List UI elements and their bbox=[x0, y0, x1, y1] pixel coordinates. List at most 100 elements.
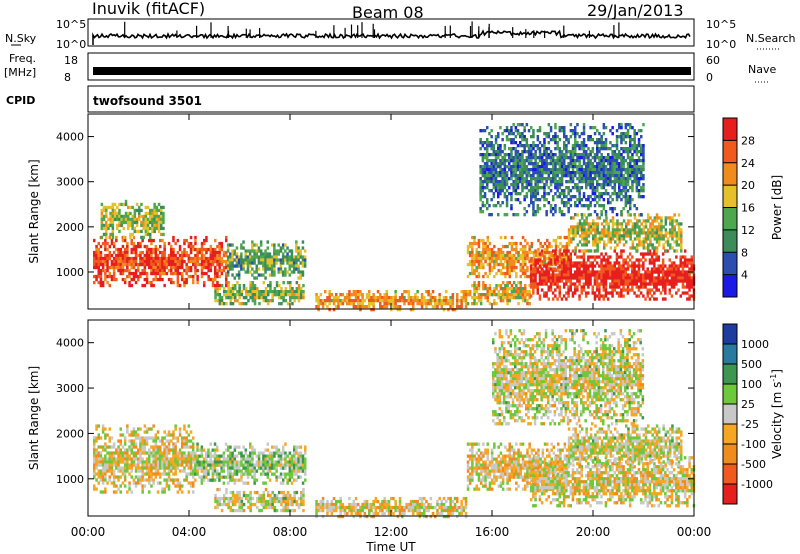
cpid-panel bbox=[87, 85, 695, 113]
colorbar-segment bbox=[723, 424, 737, 445]
colorbar-segment bbox=[723, 252, 737, 276]
velocity-y-axis-label: Slant Range [km] bbox=[27, 366, 41, 470]
y-tick-label: 3000 bbox=[56, 176, 84, 189]
velocity-echo-region bbox=[214, 487, 305, 513]
freq-panel bbox=[87, 52, 695, 81]
power-echo-region bbox=[315, 290, 468, 312]
y-tick-label: 2000 bbox=[56, 221, 84, 234]
colorbar-tick-label: 16 bbox=[741, 202, 755, 215]
freq-tick-top: 18 bbox=[64, 54, 78, 67]
colorbar-tick-label: -500 bbox=[741, 458, 766, 471]
cpid-label: CPID bbox=[6, 94, 35, 107]
y-tick-label: 1000 bbox=[56, 473, 84, 486]
y-tick-label: 3000 bbox=[56, 382, 84, 395]
velocity-echo-region bbox=[93, 424, 195, 494]
colorbar-tick-label: 8 bbox=[741, 246, 748, 259]
velocity-axes: 1000 2000 3000 4000 bbox=[56, 320, 695, 516]
time-axis-ticks: 00:00 04:00 08:00 12:00 16:00 20:00 00:00 bbox=[71, 525, 712, 539]
colorbar-segment bbox=[723, 274, 737, 298]
power-echo-region bbox=[100, 199, 165, 240]
nsearch-label: N.Search bbox=[746, 32, 796, 45]
freq-label: Freq. bbox=[9, 52, 36, 65]
colorbar-tick-label: -100 bbox=[741, 438, 766, 451]
cpid-value: twofsound 3501 bbox=[93, 94, 202, 108]
colorbar-segment bbox=[723, 484, 737, 505]
colorbar-segment bbox=[723, 207, 737, 231]
velocity-echo-region bbox=[315, 496, 468, 519]
x-tick-label: 08:00 bbox=[273, 525, 308, 539]
y-tick-label: 4000 bbox=[56, 131, 84, 144]
colorbar-segment bbox=[723, 344, 737, 365]
nsky-label: N.Sky bbox=[5, 32, 37, 45]
colorbar-tick-label: 500 bbox=[741, 358, 762, 371]
colorbar-frame bbox=[722, 323, 738, 505]
freq-unit: [MHz] bbox=[4, 66, 36, 79]
power-echo-region bbox=[226, 240, 307, 280]
colorbar-segment bbox=[723, 464, 737, 485]
nave-tick-top: 60 bbox=[706, 54, 720, 67]
freq-tick-bottom: 8 bbox=[64, 71, 71, 84]
power-echo-region bbox=[479, 123, 645, 217]
velocity-echo-region bbox=[529, 456, 696, 508]
velocity-echo-region bbox=[567, 424, 683, 467]
date-title: 29/Jan/2013 bbox=[587, 1, 684, 20]
power-colorbar: 28 24 20 16 12 8 4 bbox=[722, 117, 755, 298]
colorbar-segment bbox=[723, 118, 737, 141]
colorbar-tick-label: 1000 bbox=[741, 338, 769, 351]
y-tick-label: 2000 bbox=[56, 427, 84, 440]
y-tick-label: 4000 bbox=[56, 337, 84, 350]
power-echo-region bbox=[529, 249, 696, 301]
noise-panel bbox=[87, 18, 695, 47]
colorbar-segment bbox=[723, 384, 737, 405]
colorbar-tick-label: 12 bbox=[741, 224, 755, 237]
velocity-heatmap bbox=[93, 329, 696, 519]
velocity-echo-region bbox=[492, 329, 645, 426]
x-tick-label: 20:00 bbox=[576, 525, 611, 539]
noise-tick-bottom-left: 10^0 bbox=[56, 38, 86, 51]
noise-tick-bottom-right: 10^0 bbox=[706, 38, 736, 51]
colorbar-segment bbox=[723, 229, 737, 253]
power-axes: 1000 2000 3000 4000 bbox=[56, 114, 695, 309]
station-title: Inuvik (fitACF) bbox=[92, 0, 205, 18]
power-y-axis-label: Slant Range [km] bbox=[27, 159, 41, 263]
colorbar-segment bbox=[723, 185, 737, 208]
colorbar-tick-label: 28 bbox=[741, 134, 755, 147]
power-heatmap bbox=[93, 123, 696, 312]
velocity-colorbar: 1000 500 100 25 -25 -100 -500 -1000 bbox=[722, 323, 773, 505]
velocity-echo-region bbox=[194, 442, 307, 485]
power-colorbar-label: Power [dB] bbox=[770, 175, 784, 240]
colorbar-segment bbox=[723, 140, 737, 164]
nsky-trace bbox=[92, 29, 691, 40]
noise-tick-top-left: 10^5 bbox=[56, 18, 86, 31]
colorbar-tick-label: -1000 bbox=[741, 478, 773, 491]
x-tick-label: 12:00 bbox=[374, 525, 409, 539]
colorbar-tick-label: 100 bbox=[741, 378, 762, 391]
x-tick-label: 00:00 bbox=[71, 525, 106, 539]
colorbar-segment bbox=[723, 404, 737, 425]
time-axis-label: Time UT bbox=[365, 540, 416, 554]
colorbar-tick-label: 20 bbox=[741, 179, 755, 192]
freq-trace bbox=[93, 67, 691, 75]
colorbar-segment bbox=[723, 444, 737, 465]
power-echo-region bbox=[214, 281, 305, 306]
nave-label: Nave bbox=[748, 63, 776, 76]
colorbar-tick-label: 4 bbox=[741, 269, 748, 282]
beam-title: Beam 08 bbox=[352, 3, 424, 22]
nave-tick-bottom: 0 bbox=[706, 71, 713, 84]
y-tick-label: 1000 bbox=[56, 266, 84, 279]
colorbar-segment bbox=[723, 324, 737, 345]
colorbar-segment bbox=[723, 162, 737, 186]
x-tick-label: 00:00 bbox=[677, 525, 712, 539]
noise-traces bbox=[92, 21, 691, 45]
colorbar-tick-label: 25 bbox=[741, 398, 755, 411]
power-echo-region bbox=[567, 213, 683, 253]
power-echo-region bbox=[93, 235, 228, 288]
x-tick-label: 16:00 bbox=[475, 525, 510, 539]
noise-tick-top-right: 10^5 bbox=[706, 18, 736, 31]
colorbar-tick-label: -25 bbox=[741, 418, 759, 431]
colorbar-segment bbox=[723, 364, 737, 385]
velocity-colorbar-label: Velocity [m s-1] bbox=[769, 369, 784, 459]
x-tick-label: 04:00 bbox=[172, 525, 207, 539]
colorbar-tick-label: 24 bbox=[741, 157, 755, 170]
